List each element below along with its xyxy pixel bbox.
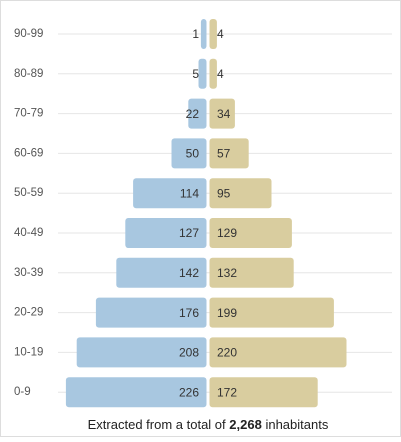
bar-right [209,138,249,169]
category-label: 80-89 [14,68,43,80]
bar-left [125,218,207,248]
footer-prefix: Extracted from a total of [88,417,226,432]
value-label-right: 129 [217,226,237,240]
value-label-right: 220 [217,346,237,360]
value-label-right: 57 [217,147,231,161]
value-label-left: 226 [179,385,199,399]
category-label: 40-49 [14,227,43,239]
bar-left [65,377,207,408]
bar-left [116,257,207,288]
bar-right [209,98,235,129]
value-label-left: 1 [192,27,199,41]
value-label-right: 4 [217,27,224,41]
value-label-right: 199 [217,306,237,320]
bar-right [209,178,272,209]
bar-left [188,98,207,129]
value-label-left: 208 [179,346,199,360]
category-label: 50-59 [14,187,43,199]
bar-right [209,19,217,49]
value-label-right: 34 [217,107,231,121]
bar-left [200,19,207,49]
category-label: 0-9 [14,386,31,398]
bar-right [209,377,318,408]
footer-total: 2,268 [229,417,262,432]
value-label-right: 172 [217,385,237,399]
value-label-right: 4 [217,67,224,81]
category-label: 60-69 [14,147,43,159]
category-label: 90-99 [14,28,43,40]
bar-right [209,58,217,89]
value-label-right: 95 [217,186,231,200]
value-label-left: 142 [179,266,199,280]
value-label-left: 5 [192,67,199,81]
category-label: 20-29 [14,307,43,319]
category-label: 70-79 [14,108,43,120]
bar-left [198,58,207,89]
value-label-left: 50 [186,147,200,161]
category-label: 30-39 [14,267,43,279]
bar-right [209,257,294,288]
bar-right [209,297,334,328]
bar-right [209,218,292,248]
value-label-right: 132 [217,266,237,280]
value-label-left: 176 [179,306,199,320]
footer: Extracted from a total of 2,268 inhabita… [88,417,329,432]
value-label-left: 127 [179,226,199,240]
bar-right [209,337,347,368]
footer-suffix: inhabitants [265,417,328,432]
bar-left [171,138,207,169]
value-label-left: 114 [180,186,199,200]
bar-left [133,178,207,209]
bar-left [76,337,207,368]
bar-left [95,297,207,328]
value-label-left: 22 [186,107,200,121]
category-label: 10-19 [14,346,43,358]
